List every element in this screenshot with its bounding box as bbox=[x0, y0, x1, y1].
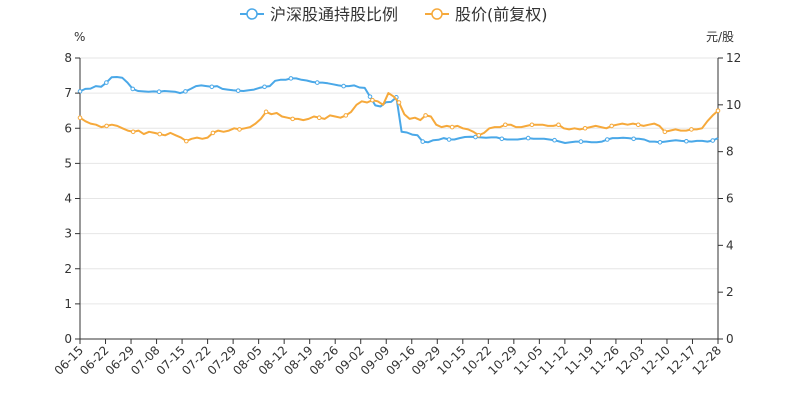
data-point bbox=[343, 113, 349, 118]
series-0 bbox=[77, 76, 719, 145]
data-point bbox=[288, 76, 294, 81]
right-axis-unit: 元/股 bbox=[706, 30, 734, 44]
data-point bbox=[552, 137, 557, 143]
left-tick-label: 8 bbox=[64, 51, 72, 65]
series-1 bbox=[77, 92, 721, 144]
data-point bbox=[156, 89, 162, 95]
data-point bbox=[529, 122, 535, 128]
grid bbox=[80, 57, 718, 305]
data-point bbox=[635, 122, 641, 128]
data-point bbox=[367, 94, 373, 99]
data-point bbox=[341, 83, 346, 89]
data-point bbox=[396, 100, 402, 105]
left-tick-label: 1 bbox=[64, 297, 72, 311]
data-point bbox=[183, 89, 188, 94]
data-point bbox=[684, 138, 689, 144]
data-point bbox=[370, 97, 375, 103]
data-point bbox=[157, 131, 163, 137]
data-point bbox=[184, 138, 189, 144]
data-point bbox=[631, 136, 636, 142]
left-tick-label: 3 bbox=[64, 227, 72, 241]
data-point bbox=[473, 134, 478, 140]
data-point bbox=[237, 127, 242, 132]
left-tick-label: 2 bbox=[64, 262, 72, 276]
data-point bbox=[662, 129, 668, 135]
data-point bbox=[525, 135, 531, 141]
right-tick-label: 0 bbox=[726, 332, 734, 346]
legend-label: 沪深股通持股比例 bbox=[270, 5, 398, 24]
left-axis-unit: % bbox=[74, 30, 85, 44]
data-point bbox=[420, 139, 426, 144]
data-point bbox=[209, 84, 215, 90]
right-tick-label: 12 bbox=[726, 51, 741, 65]
data-point bbox=[77, 115, 83, 121]
data-point bbox=[262, 84, 267, 90]
right-tick-label: 2 bbox=[726, 285, 734, 299]
data-point bbox=[210, 130, 216, 136]
data-point bbox=[556, 122, 561, 128]
data-point bbox=[689, 127, 694, 132]
legend-item-0[interactable]: 沪深股通持股比例 bbox=[240, 5, 398, 24]
legend-marker bbox=[431, 8, 443, 20]
data-point bbox=[578, 139, 584, 144]
data-point bbox=[104, 123, 109, 129]
data-point bbox=[449, 124, 455, 130]
left-tick-label: 7 bbox=[64, 86, 72, 100]
data-point bbox=[423, 113, 428, 118]
data-point bbox=[499, 136, 505, 142]
data-point bbox=[316, 115, 322, 121]
right-tick-label: 10 bbox=[726, 98, 741, 112]
series-line bbox=[79, 76, 719, 144]
data-point bbox=[604, 137, 610, 142]
data-point bbox=[582, 125, 588, 131]
data-point bbox=[130, 129, 136, 135]
data-point bbox=[314, 80, 320, 85]
x-tick-label: 12-28 bbox=[690, 343, 725, 378]
legend: 沪深股通持股比例 股价(前复权) bbox=[240, 5, 548, 24]
data-point bbox=[446, 137, 452, 142]
data-point bbox=[476, 132, 482, 138]
series-layer bbox=[77, 76, 721, 145]
data-point bbox=[290, 116, 295, 122]
legend-marker bbox=[246, 8, 258, 20]
left-tick-label: 6 bbox=[64, 121, 72, 135]
data-point bbox=[609, 123, 614, 129]
left-tick-label: 5 bbox=[64, 156, 72, 170]
left-tick-label: 4 bbox=[64, 192, 72, 206]
legend-label: 股价(前复权) bbox=[455, 5, 548, 24]
right-tick-label: 4 bbox=[726, 238, 734, 252]
data-point bbox=[715, 108, 721, 113]
right-tick-label: 6 bbox=[726, 192, 734, 206]
data-point bbox=[235, 88, 241, 93]
data-point bbox=[503, 122, 508, 128]
data-point bbox=[657, 140, 663, 145]
right-tick-label: 8 bbox=[726, 145, 734, 159]
legend-item-1[interactable]: 股价(前复权) bbox=[425, 5, 548, 24]
data-point bbox=[710, 138, 716, 143]
data-point bbox=[104, 80, 109, 85]
data-point bbox=[263, 109, 269, 115]
data-point bbox=[130, 86, 136, 92]
left-tick-label: 0 bbox=[64, 332, 72, 346]
